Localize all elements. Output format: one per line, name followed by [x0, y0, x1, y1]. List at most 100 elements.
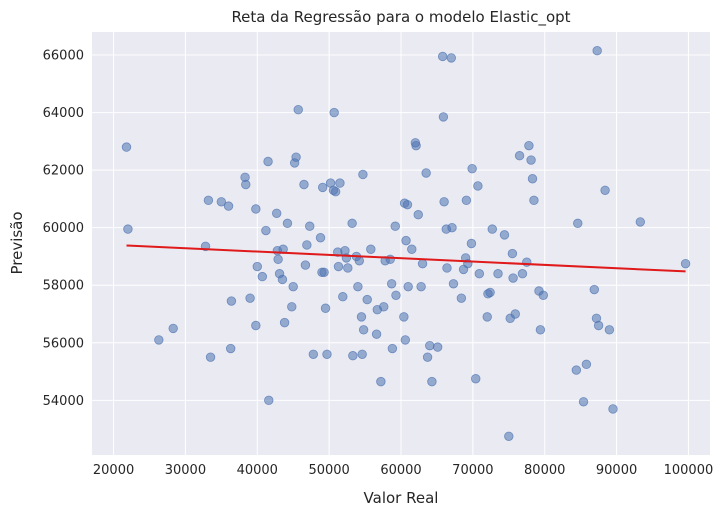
data-point: [471, 374, 481, 384]
data-point: [573, 218, 583, 229]
data-point: [330, 187, 341, 197]
data-point: [589, 284, 600, 295]
data-point: [417, 258, 428, 269]
data-point: [205, 352, 216, 362]
data-point: [386, 279, 397, 289]
data-point: [421, 168, 431, 178]
data-point: [432, 342, 443, 352]
data-point: [387, 343, 398, 354]
data-point: [362, 294, 372, 305]
x-tick-label: 80000: [524, 463, 565, 478]
data-point: [571, 365, 582, 375]
data-point: [635, 217, 645, 227]
data-point: [357, 349, 367, 359]
data-point: [257, 271, 268, 282]
data-point: [526, 155, 536, 165]
data-point: [403, 281, 413, 292]
data-point: [299, 179, 309, 190]
data-point: [293, 104, 303, 115]
data-point: [473, 181, 483, 191]
data-point: [273, 254, 283, 265]
data-point: [385, 254, 395, 265]
data-point: [439, 197, 449, 207]
data-point: [538, 290, 548, 300]
data-point: [442, 263, 452, 273]
data-point: [467, 163, 477, 174]
data-point: [499, 230, 510, 240]
data-point: [366, 244, 376, 254]
regression-line-group: [126, 244, 686, 273]
data-point: [680, 258, 691, 269]
data-point: [317, 182, 328, 193]
x-tick-label: 90000: [596, 463, 637, 478]
data-point: [524, 140, 534, 151]
data-point: [390, 221, 400, 231]
grid-lines: [92, 32, 710, 455]
data-point: [379, 302, 389, 312]
data-point: [507, 248, 518, 259]
data-point: [411, 140, 421, 151]
data-point: [168, 323, 178, 334]
data-point: [504, 431, 514, 441]
data-point: [425, 340, 435, 351]
data-point: [527, 174, 538, 184]
data-point: [338, 292, 348, 302]
data-point: [154, 335, 164, 345]
y-tick-label: 54000: [43, 394, 84, 409]
data-point: [223, 201, 234, 211]
y-tick-label: 58000: [43, 279, 84, 294]
data-point: [251, 204, 261, 214]
x-tick-label: 40000: [237, 463, 278, 478]
data-point: [407, 244, 417, 254]
y-tick-label: 56000: [43, 336, 84, 351]
data-point: [581, 359, 592, 370]
y-tick-label: 62000: [43, 164, 84, 179]
data-point: [322, 349, 332, 359]
data-point: [448, 279, 459, 289]
x-tick-label: 20000: [93, 463, 134, 478]
data-point: [358, 325, 369, 335]
data-point: [353, 281, 363, 292]
data-point: [529, 195, 539, 206]
x-tick-label: 100000: [664, 463, 714, 478]
data-point: [522, 257, 532, 267]
scatter-points: [121, 46, 691, 441]
data-point: [216, 197, 227, 207]
data-point: [279, 317, 290, 328]
x-tick-label: 60000: [380, 463, 421, 478]
data-point: [535, 325, 546, 335]
data-point: [413, 210, 423, 220]
data-point: [402, 199, 413, 210]
data-point: [263, 156, 273, 167]
data-point: [319, 267, 329, 277]
regression-line: [126, 244, 686, 273]
data-point: [461, 195, 472, 206]
data-point: [474, 269, 485, 279]
chart-title: Reta da Regressão para o modelo Elastic_…: [231, 8, 570, 27]
y-tick-label: 66000: [43, 49, 84, 64]
data-point: [252, 261, 262, 272]
data-point: [343, 263, 353, 273]
data-point: [456, 293, 467, 303]
data-point: [358, 169, 368, 180]
data-point: [241, 179, 251, 190]
data-point: [510, 309, 520, 319]
data-point: [401, 235, 411, 246]
data-point: [261, 225, 271, 236]
data-point: [376, 376, 386, 387]
data-point: [282, 218, 293, 229]
data-point: [604, 325, 615, 335]
data-point: [333, 261, 344, 272]
data-point: [308, 349, 319, 359]
data-point: [320, 303, 331, 313]
data-point: [447, 222, 457, 233]
data-point: [485, 287, 495, 298]
data-point: [371, 329, 382, 339]
data-point: [493, 269, 503, 279]
data-point: [288, 281, 298, 292]
data-point: [391, 290, 401, 300]
x-tick-label: 30000: [165, 463, 206, 478]
data-point: [482, 312, 492, 322]
data-point: [438, 112, 449, 122]
data-point: [517, 269, 528, 279]
